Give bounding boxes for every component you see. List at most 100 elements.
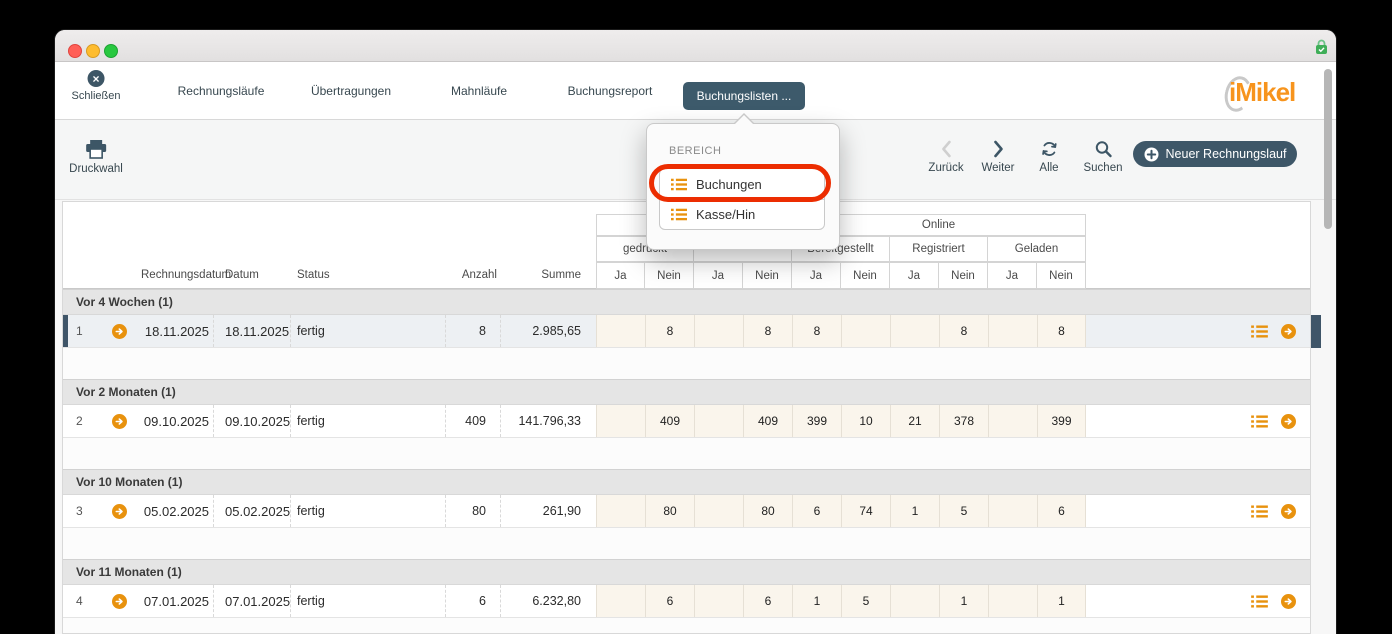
cell-ja-nein: 8 bbox=[1037, 315, 1086, 347]
cell-anzahl: 6 bbox=[446, 585, 501, 617]
row-list-button[interactable] bbox=[1251, 594, 1268, 608]
zoom-window-button[interactable] bbox=[104, 44, 118, 58]
selected-row-marker bbox=[1311, 315, 1321, 348]
cell-ja-nein: 409 bbox=[743, 405, 792, 437]
row-list-button[interactable] bbox=[1251, 504, 1268, 518]
group-header-row[interactable]: Vor 11 Monaten (1) bbox=[63, 559, 1310, 585]
nav-item-rechnungslaeufe[interactable]: Rechnungsläufe bbox=[177, 83, 265, 98]
chevron-left-icon bbox=[941, 140, 951, 158]
cell-ja-nein: 378 bbox=[939, 405, 988, 437]
col-header-nein: Nein bbox=[939, 262, 988, 289]
printer-icon bbox=[86, 140, 106, 159]
cell-ja-nein: 1 bbox=[1037, 585, 1086, 617]
vertical-scrollbar-thumb[interactable] bbox=[1324, 69, 1332, 229]
col-header-status[interactable]: Status bbox=[297, 269, 330, 281]
cell-ja-nein bbox=[694, 585, 743, 617]
col-header-nein: Nein bbox=[645, 262, 694, 289]
cell-ja-nein: 6 bbox=[743, 585, 792, 617]
cell-ja-nein: 74 bbox=[841, 495, 890, 527]
arrow-circle-icon bbox=[111, 413, 127, 429]
nav-item-mahnlaeufe[interactable]: Mahnläufe bbox=[450, 83, 508, 98]
close-window-button[interactable] bbox=[68, 44, 82, 58]
back-label: Zurück bbox=[928, 162, 964, 174]
cell-ja-nein: 8 bbox=[645, 315, 694, 347]
col-header-summe[interactable]: Summe bbox=[541, 269, 581, 281]
row-open-button[interactable] bbox=[1281, 593, 1296, 609]
row-open-button[interactable] bbox=[97, 405, 141, 437]
nav-close-label: Schließen bbox=[71, 90, 121, 102]
row-actions bbox=[1086, 585, 1310, 617]
col-header-datum[interactable]: Datum bbox=[225, 269, 259, 281]
row-number: 4 bbox=[76, 594, 83, 608]
table-section: Vor 4 Wochen (1) 1 18.11.2025 18.11.2025… bbox=[63, 289, 1310, 348]
cell-ja-nein: 6 bbox=[792, 495, 841, 527]
search-button[interactable]: Suchen bbox=[1083, 140, 1123, 174]
menu-item-kasse-hin[interactable]: Kasse/Hin bbox=[660, 199, 824, 229]
cell-ja-nein: 1 bbox=[890, 495, 939, 527]
row-number: 3 bbox=[76, 504, 83, 518]
menu-item-buchungen[interactable]: Buchungen bbox=[660, 169, 824, 199]
back-button[interactable]: Zurück bbox=[928, 140, 964, 174]
subgroup-registriert: Registriert bbox=[890, 236, 988, 262]
cell-ja-nein bbox=[694, 405, 743, 437]
col-header-anzahl[interactable]: Anzahl bbox=[461, 269, 497, 281]
cell-status: fertig bbox=[291, 495, 446, 527]
cell-ja-nein: 10 bbox=[841, 405, 890, 437]
group-header-row[interactable]: Vor 10 Monaten (1) bbox=[63, 469, 1310, 495]
nav-item-uebertragungen[interactable]: Übertragungen bbox=[310, 83, 392, 98]
cell-rechnungsdatum: 07.01.2025 bbox=[141, 585, 214, 617]
row-open-button[interactable] bbox=[1281, 503, 1296, 519]
row-open-button[interactable] bbox=[97, 585, 141, 617]
table-row[interactable]: 3 05.02.2025 05.02.2025 fertig 80 261,90… bbox=[63, 495, 1310, 528]
arrow-circle-icon bbox=[111, 593, 127, 609]
forward-button[interactable]: Weiter bbox=[981, 140, 1015, 174]
popover-section-label: BEREICH bbox=[669, 145, 722, 157]
group-header-row[interactable]: Vor 4 Wochen (1) bbox=[63, 289, 1310, 315]
row-open-button[interactable] bbox=[97, 495, 141, 527]
main-nav-bar: × Schließen Rechnungsläufe Übertragungen… bbox=[55, 62, 1336, 120]
cell-ja-nein bbox=[596, 315, 645, 347]
table-section: Vor 10 Monaten (1) 3 05.02.2025 05.02.20… bbox=[63, 469, 1310, 528]
new-invoice-run-button[interactable]: Neuer Rechnungslauf bbox=[1133, 141, 1297, 167]
row-number: 2 bbox=[76, 414, 83, 428]
row-list-button[interactable] bbox=[1251, 414, 1268, 428]
close-circle-icon: × bbox=[87, 70, 105, 87]
table-row[interactable]: 4 07.01.2025 07.01.2025 fertig 6 6.232,8… bbox=[63, 585, 1310, 618]
minimize-window-button[interactable] bbox=[86, 44, 100, 58]
col-header-nein: Nein bbox=[841, 262, 890, 289]
cell-ja-nein bbox=[596, 405, 645, 437]
table-row[interactable]: 2 09.10.2025 09.10.2025 fertig 409 141.7… bbox=[63, 405, 1310, 438]
row-list-button[interactable] bbox=[1251, 324, 1268, 338]
cell-summe: 2.985,65 bbox=[532, 324, 581, 338]
cell-ja-nein bbox=[841, 315, 890, 347]
show-all-button[interactable]: Alle bbox=[1039, 140, 1059, 174]
print-label: Druckwahl bbox=[69, 163, 123, 175]
forward-label: Weiter bbox=[981, 162, 1015, 174]
ja-nein-header-row: Ja Nein Ja Nein Ja Nein Ja Nein Ja Nein bbox=[596, 262, 1086, 289]
row-open-button[interactable] bbox=[1281, 413, 1296, 429]
cell-ja-nein: 6 bbox=[1037, 495, 1086, 527]
cell-summe: 261,90 bbox=[542, 504, 581, 518]
row-actions bbox=[1086, 405, 1310, 437]
invoice-runs-table: Rechnungsdatum Datum Status Anzahl Summe… bbox=[62, 201, 1311, 634]
cell-ja-nein bbox=[890, 315, 939, 347]
nav-close-button[interactable]: × Schließen bbox=[71, 70, 121, 102]
cell-ja-nein bbox=[988, 495, 1037, 527]
group-header-row[interactable]: Vor 2 Monaten (1) bbox=[63, 379, 1310, 405]
col-header-ja: Ja bbox=[792, 262, 841, 289]
cell-ja-nein: 6 bbox=[645, 585, 694, 617]
imikel-logo: iMikel bbox=[1221, 73, 1317, 115]
row-open-button[interactable] bbox=[97, 315, 141, 347]
row-open-button[interactable] bbox=[1281, 323, 1296, 339]
popover-item-list: Buchungen Kasse/Hin bbox=[659, 168, 825, 230]
col-header-rechnungsdatum[interactable]: Rechnungsdatum bbox=[141, 269, 232, 281]
cell-ja-nein: 5 bbox=[939, 495, 988, 527]
cell-ja-nein: 5 bbox=[841, 585, 890, 617]
nav-item-buchungslisten-active[interactable]: Buchungslisten ... bbox=[683, 82, 805, 110]
print-selection-button[interactable]: Druckwahl bbox=[69, 140, 123, 175]
cell-ja-nein bbox=[988, 315, 1037, 347]
cell-ja-nein bbox=[988, 405, 1037, 437]
table-row-selected[interactable]: 1 18.11.2025 18.11.2025 fertig 8 2.985,6… bbox=[63, 315, 1310, 348]
nav-item-buchungsreport[interactable]: Buchungsreport bbox=[567, 83, 653, 98]
cell-datum: 18.11.2025 bbox=[214, 315, 291, 347]
